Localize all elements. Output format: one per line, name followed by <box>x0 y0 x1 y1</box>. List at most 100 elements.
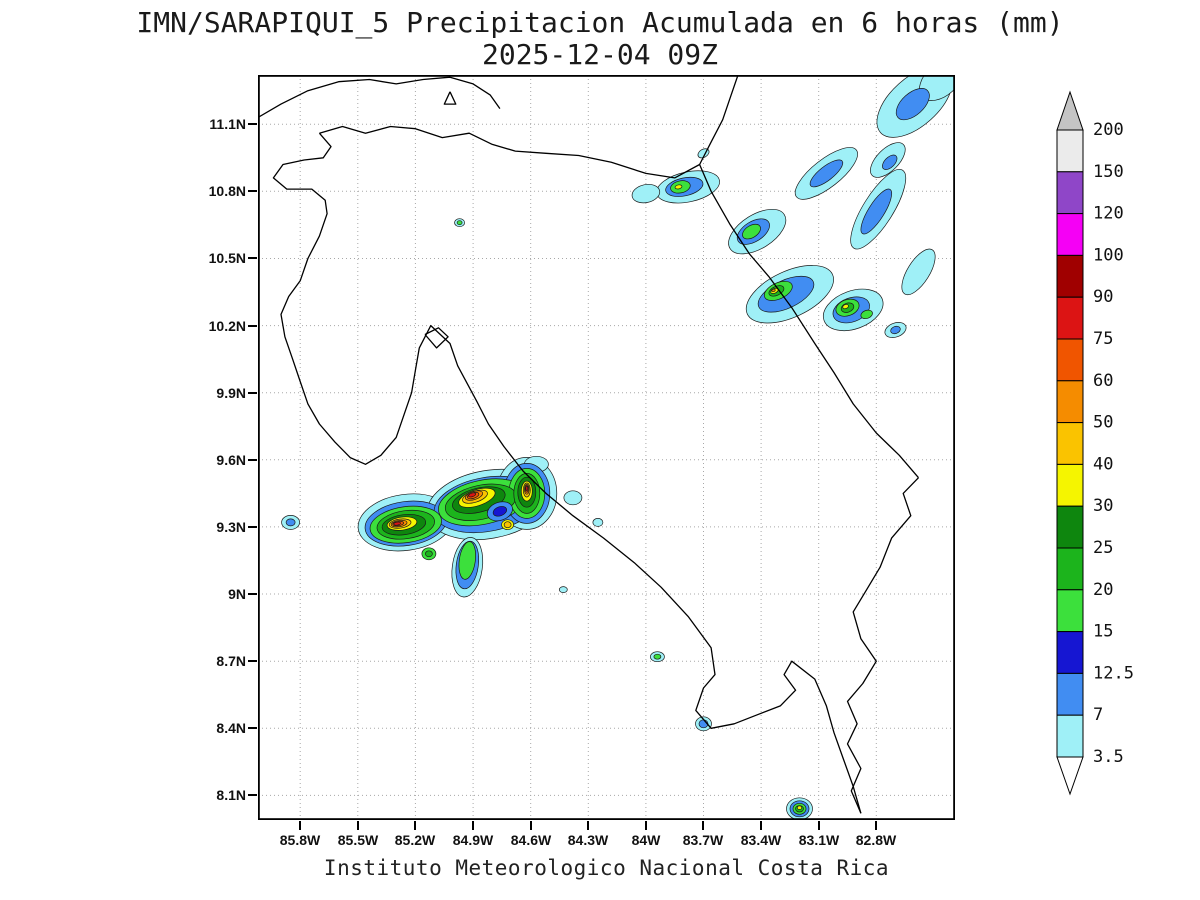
y-tick-label: 9.3N <box>216 519 246 535</box>
precip-cell <box>742 223 761 240</box>
x-tick-label: 85.2W <box>394 832 436 848</box>
y-tick-label: 9.6N <box>216 452 246 468</box>
precip-cell <box>525 485 529 491</box>
colorbar-over-arrow <box>1056 90 1084 131</box>
x-tick <box>414 821 416 830</box>
precip-cell <box>796 805 803 810</box>
precip-cell <box>890 325 901 335</box>
y-tick-label: 8.1N <box>216 787 246 803</box>
colorbar-segment <box>1056 296 1084 340</box>
colorbar-tick-label: 25 <box>1093 538 1113 558</box>
colorbar-tick-label: 150 <box>1093 162 1124 182</box>
y-tick <box>248 392 257 394</box>
x-tick <box>818 821 820 830</box>
colorbar-segment <box>1056 589 1084 633</box>
x-tick <box>587 821 589 830</box>
colorbar-tick-label: 60 <box>1093 371 1113 391</box>
colorbar-segment <box>1056 672 1084 716</box>
precip-cell <box>393 521 401 526</box>
colorbar-under-arrow <box>1056 756 1084 796</box>
coastline-path <box>846 477 919 814</box>
precip-cell <box>492 506 508 517</box>
precip-cell <box>468 492 477 498</box>
y-tick-label: 10.5N <box>208 250 246 266</box>
x-tick-label: 83.1W <box>798 832 840 848</box>
coastline-path <box>258 76 501 119</box>
x-tick-label: 83.7W <box>682 832 724 848</box>
colorbar-segment <box>1056 714 1084 758</box>
coastline-path <box>272 132 862 814</box>
precip-cell <box>592 518 604 527</box>
x-tick-label: 85.8W <box>279 832 321 848</box>
colorbar-segment <box>1056 631 1084 674</box>
y-tick <box>248 794 257 796</box>
coastline-path <box>699 75 739 165</box>
colorbar-tick-label: 12.5 <box>1093 663 1134 683</box>
colorbar-tick-label: 120 <box>1093 204 1124 224</box>
precip-cell <box>503 521 512 529</box>
colorbar-tick-label: 50 <box>1093 413 1113 433</box>
precip-cell <box>425 550 433 558</box>
x-tick-label: 85.5W <box>337 832 379 848</box>
x-tick-label: 83.4W <box>740 832 782 848</box>
colorbar-segment <box>1056 422 1084 465</box>
precip-shading <box>281 75 955 820</box>
precip-cell <box>456 220 463 226</box>
y-tick <box>248 325 257 327</box>
x-tick <box>299 821 301 830</box>
x-tick-label: 82.8W <box>855 832 897 848</box>
colorbar-tick-label: 40 <box>1093 454 1113 474</box>
y-tick-label: 10.2N <box>208 318 246 334</box>
precip-cell <box>882 154 898 170</box>
colorbar-segment <box>1056 505 1084 549</box>
y-tick-label: 11.1N <box>209 116 246 132</box>
x-tick-label: 84.9W <box>452 832 494 848</box>
coastline-path <box>443 91 457 105</box>
colorbar-segment <box>1056 380 1084 424</box>
y-tick <box>248 727 257 729</box>
coastline-path <box>319 125 700 179</box>
precip-cell <box>842 304 849 310</box>
colorbar-tick-label: 200 <box>1093 120 1124 140</box>
precip-cell <box>809 159 844 188</box>
y-tick <box>248 257 257 259</box>
precip-cell <box>860 309 873 320</box>
x-tick-label: 84W <box>631 832 661 848</box>
y-tick-label: 9N <box>228 586 246 602</box>
caption: Instituto Meteorologico Nacional Costa R… <box>323 856 890 880</box>
chart-title: IMN/SARAPIQUI_5 Precipitacion Acumulada … <box>136 6 1064 39</box>
colorbar: 200 150 120 100 90 75 60 50 40 30 25 20 15 12.5 7 3.5 <box>1056 90 1134 796</box>
x-tick <box>472 821 474 830</box>
precip-cell <box>771 288 776 293</box>
y-tick <box>248 660 257 662</box>
plot-frame <box>257 74 956 821</box>
colorbar-tick-label: 30 <box>1093 496 1113 516</box>
precip-cell <box>631 183 661 204</box>
y-tick <box>248 459 257 461</box>
chart-valid-time: 2025-12-04 09Z <box>481 38 718 71</box>
colorbar-segment <box>1056 129 1084 173</box>
x-tick <box>357 821 359 830</box>
y-tick-label: 10.8N <box>208 183 246 199</box>
y-tick <box>248 526 257 528</box>
y-tick <box>248 123 257 125</box>
colorbar-tick-label: 100 <box>1093 245 1124 265</box>
colorbar-segment <box>1056 254 1084 298</box>
colorbar-tick-label: 3.5 <box>1093 747 1124 767</box>
x-tick <box>702 821 704 830</box>
x-tick <box>530 821 532 830</box>
map-plot <box>257 74 956 821</box>
colorbar-segment <box>1056 213 1084 256</box>
x-tick <box>875 821 877 830</box>
precip-cell <box>563 490 583 506</box>
precip-cell <box>558 586 568 593</box>
colorbar-tick-label: 75 <box>1093 329 1113 349</box>
y-tick-label: 8.7N <box>216 653 246 669</box>
colorbar-tick-label: 15 <box>1093 622 1113 642</box>
y-tick <box>248 190 257 192</box>
x-tick-label: 84.3W <box>567 832 609 848</box>
y-tick-label: 9.9N <box>216 385 246 401</box>
colorbar-tick-label: 7 <box>1093 705 1103 725</box>
colorbar-segment <box>1056 463 1084 507</box>
